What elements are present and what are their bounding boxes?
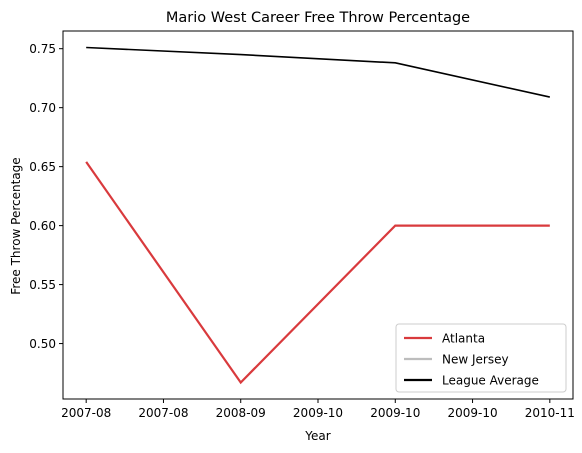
x-tick-label: 2007-08 (61, 406, 111, 420)
y-tick-label: 0.55 (29, 278, 56, 292)
x-tick-label: 2008-09 (216, 406, 266, 420)
chart-title: Mario West Career Free Throw Percentage (166, 10, 470, 26)
y-tick-label: 0.75 (29, 42, 56, 56)
x-tick-label: 2009-10 (447, 406, 497, 420)
legend: Atlanta New Jersey League Average (395, 323, 567, 393)
legend-label: League Average (442, 374, 539, 388)
series-line-0 (85, 161, 550, 385)
y-tick-label: 0.70 (29, 101, 56, 115)
y-tick-label: 0.60 (29, 219, 56, 233)
y-tick-label: 0.50 (29, 337, 56, 351)
x-tick-label: 2010-11 (525, 406, 575, 420)
series-line-2 (86, 46, 550, 98)
y-tick-label: 0.65 (29, 160, 56, 174)
x-tick-label: 2009-10 (370, 406, 420, 420)
legend-label: New Jersey (442, 353, 509, 367)
axes: 0.50 0.55 0.60 0.65 0.70 0.75 2007-08 2007-08 20… (29, 30, 575, 420)
legend-box (395, 323, 567, 393)
y-axis-label: Free Throw Percentage (9, 157, 23, 294)
x-axis-label: Year (304, 429, 330, 443)
plot-area (85, 46, 550, 385)
x-tick-label: 2009-10 (293, 406, 343, 420)
legend-label: Atlanta (442, 332, 485, 346)
x-tick-label: 2007-08 (138, 406, 188, 420)
